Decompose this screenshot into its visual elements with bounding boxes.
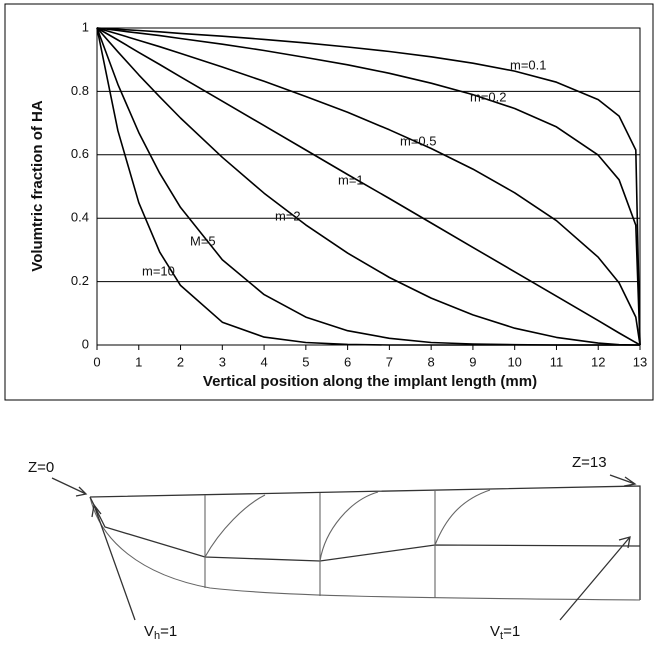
line-series	[96, 27, 641, 346]
x-tick-label: 9	[469, 354, 476, 369]
series-label: m=0.1	[510, 57, 547, 72]
label: Vh=1	[144, 623, 177, 642]
x-tick-label: 12	[591, 354, 605, 369]
x-axis-title: Vertical position along the implant leng…	[203, 373, 537, 390]
label: V	[144, 623, 154, 640]
implant-outline	[89, 485, 641, 600]
line-series	[96, 27, 640, 346]
y-tick-label: 0.6	[71, 146, 89, 161]
x-tick-label: 11	[550, 354, 564, 369]
label: =1	[503, 623, 520, 640]
x-tick-label: 3	[219, 354, 226, 369]
y-tick-label: 0.8	[71, 83, 89, 98]
x-tick-label: 1	[135, 354, 142, 369]
label: h	[154, 630, 160, 642]
x-tick-label: 4	[260, 354, 267, 369]
y-axis-title: Volumtric fraction of HA	[29, 100, 46, 272]
implant-diagram: Z=0 Z=13 Vh=1 Vt=1	[28, 454, 641, 642]
line-series	[96, 27, 641, 346]
label: V	[490, 623, 500, 640]
line-series	[96, 27, 640, 346]
label: Z=13	[572, 454, 607, 471]
x-tick-label: 6	[344, 354, 351, 369]
line-series	[96, 27, 641, 346]
arrow	[91, 503, 136, 621]
y-tick-label: 0.4	[71, 210, 89, 225]
line-series	[96, 27, 641, 346]
implant-division	[204, 491, 436, 598]
label: Vt=1	[490, 623, 520, 642]
series-label: m=10	[142, 263, 175, 278]
implant-curve	[204, 489, 491, 562]
implant-layer	[89, 496, 641, 562]
y-tick-label: 1	[82, 19, 89, 34]
arrow	[51, 477, 88, 497]
series-label: m=0.2	[470, 89, 507, 104]
series-label: m=0.5	[400, 133, 437, 148]
arrow	[609, 474, 637, 487]
x-tick-label: 7	[386, 354, 393, 369]
implant-outline	[89, 496, 641, 601]
series-label: M=5	[190, 233, 216, 248]
label: =1	[160, 623, 177, 640]
x-tick-label: 5	[302, 354, 309, 369]
label: Z=0	[28, 459, 54, 476]
x-tick-label: 2	[177, 354, 184, 369]
x-tick-label: 10	[507, 354, 521, 369]
series-label: m=1	[338, 172, 364, 187]
y-tick-label: 0.2	[71, 273, 89, 288]
arrow	[559, 536, 631, 621]
x-tick-label: 13	[633, 354, 647, 369]
x-tick-label: 0	[93, 354, 100, 369]
series-label: m=2	[275, 208, 301, 223]
chart-frame	[4, 3, 654, 401]
x-tick-label: 8	[428, 354, 435, 369]
label: t	[500, 630, 503, 642]
y-tick-label: 0	[82, 336, 89, 351]
